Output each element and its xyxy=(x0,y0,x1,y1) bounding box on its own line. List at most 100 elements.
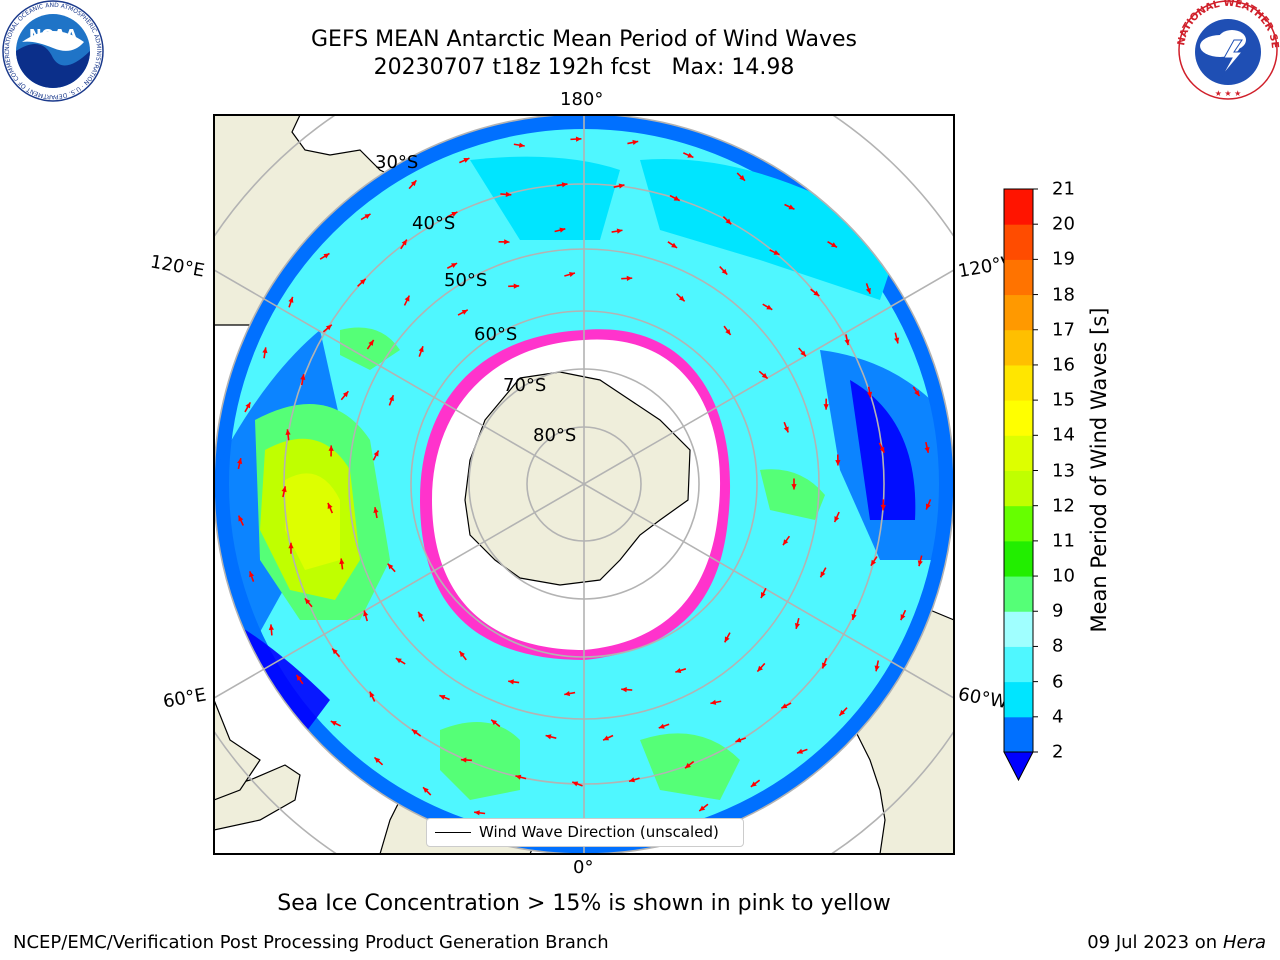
wave-arrow-head xyxy=(823,404,829,410)
wave-arrow-head xyxy=(423,787,429,793)
colorbar-bin xyxy=(1004,294,1033,331)
wave-arrow-head xyxy=(237,458,243,465)
wind-wave-vectors xyxy=(237,136,932,832)
wave-arrow-head xyxy=(374,757,381,763)
wave-arrow-head xyxy=(505,191,512,197)
map-subtitle: 20230707 t18z 192h fcst Max: 14.98 xyxy=(373,55,795,80)
wave-arrow-head xyxy=(794,622,800,629)
colorbar-tick-label: 9 xyxy=(1052,600,1064,622)
noaa-logo-text: NOAA xyxy=(29,26,78,44)
colorbar-tick-label: 18 xyxy=(1052,284,1075,306)
wave-arrow-head xyxy=(835,460,841,466)
wave-arrow-head xyxy=(262,347,268,354)
wave-arrow-head xyxy=(373,507,379,513)
wave-arrow-head xyxy=(603,735,610,741)
wave-arrow-head xyxy=(673,195,680,201)
colorbar-bin xyxy=(1004,435,1033,471)
wave-arrow-head xyxy=(508,679,514,685)
colorbar-tick-label: 20 xyxy=(1052,213,1075,235)
colorbar-bin xyxy=(1004,470,1033,507)
colorbar-under-arrow xyxy=(1003,751,1034,782)
colorbar-bin xyxy=(1004,259,1033,296)
wave-arrow-head xyxy=(451,211,458,217)
colorbar-bin xyxy=(1004,576,1033,612)
wave-arrow-head xyxy=(800,350,806,357)
noaa-logo: NATIONAL OCEANIC AND ATMOSPHERIC ADMINIS… xyxy=(2,0,104,102)
colorbar-tick-label: 10 xyxy=(1052,565,1075,587)
map-frame xyxy=(213,114,955,855)
colorbar-tick-label: 12 xyxy=(1052,495,1075,517)
wave-arrow-head xyxy=(632,139,639,146)
wave-arrow-head xyxy=(268,624,274,631)
wave-arrow-head xyxy=(865,287,871,294)
wave-arrow-head xyxy=(387,563,394,570)
svg-text:★ ★ ★: ★ ★ ★ xyxy=(1215,89,1242,98)
legend-label: Wind Wave Direction (unscaled) xyxy=(479,823,719,841)
wave-arrow-head xyxy=(518,142,525,148)
wave-arrow-head xyxy=(757,665,763,672)
footer-date: 09 Jul 2023 on xyxy=(1087,932,1218,953)
wave-arrow-head xyxy=(368,339,374,346)
wave-arrow-head xyxy=(687,152,694,158)
wave-arrow-head xyxy=(813,290,820,296)
map-title: GEFS MEAN Antarctic Mean Period of Wind … xyxy=(311,27,857,52)
wave-arrow-head xyxy=(822,662,827,669)
wave-arrow-head xyxy=(844,339,850,346)
colorbar-tick-label: 16 xyxy=(1052,354,1075,376)
wave-arrow-head xyxy=(678,295,685,302)
wave-arrow-head xyxy=(328,445,334,451)
colorbar-tick-label: 11 xyxy=(1052,530,1075,552)
wave-arrow-head xyxy=(339,558,345,565)
wave-arrow-head xyxy=(761,592,766,599)
wave-arrow-head xyxy=(820,571,826,578)
wave-arrow-head xyxy=(626,275,633,281)
wave-arrow-head xyxy=(629,777,635,783)
wave-arrow-head xyxy=(781,703,788,709)
wave-arrow-head xyxy=(671,242,678,248)
colorbar-tick-label: 19 xyxy=(1052,248,1075,270)
wave-arrow-head xyxy=(288,542,294,549)
wave-arrow-head xyxy=(739,175,745,181)
wave-arrow-head xyxy=(867,391,873,398)
footer-left: NCEP/EMC/Verification Post Processing Pr… xyxy=(13,932,609,953)
colorbar-bin xyxy=(1004,329,1033,366)
colorbar-bin xyxy=(1004,189,1033,225)
wave-arrow-head xyxy=(721,268,728,275)
wave-arrow-head xyxy=(791,484,797,490)
wave-arrow-head xyxy=(515,774,522,780)
map-legend: Wind Wave Direction (unscaled) xyxy=(426,818,744,847)
lat-label-40s: 40°S xyxy=(412,213,456,234)
wave-arrow-head xyxy=(388,395,394,402)
wave-arrow-head xyxy=(797,748,803,754)
wave-arrow-head xyxy=(411,729,418,735)
wave-arrow-head xyxy=(874,665,880,672)
wave-arrow-head xyxy=(463,157,470,163)
wave-arrow-head xyxy=(572,781,579,787)
wave-arrow-head xyxy=(788,204,795,210)
wave-arrow-head xyxy=(332,648,338,655)
wave-arrow-head xyxy=(831,242,838,248)
wave-arrow-head xyxy=(418,611,424,618)
wave-arrow-head xyxy=(474,810,480,816)
wave-arrow-head xyxy=(621,686,627,693)
graticule xyxy=(214,115,954,854)
colorbar-tick-label: 14 xyxy=(1052,424,1075,446)
wave-arrow-head xyxy=(658,723,665,729)
wave-arrow-head xyxy=(395,658,402,664)
wave-arrow-head xyxy=(459,651,465,658)
lon-label-180: 180° xyxy=(560,89,604,110)
wave-arrow-head xyxy=(870,559,877,566)
wave-arrow-head xyxy=(300,374,306,381)
wave-arrow-head xyxy=(699,805,706,811)
wave-arrow-head xyxy=(561,182,568,188)
wave-arrow-head xyxy=(325,324,332,331)
colorbar-tick-label: 8 xyxy=(1052,635,1064,657)
wave-arrow-head xyxy=(513,283,520,289)
wave-arrow-head xyxy=(461,309,468,315)
wave-arrow-head xyxy=(564,690,571,697)
colorbar-tick-label: 2 xyxy=(1052,741,1064,763)
lat-label-80s: 80°S xyxy=(533,425,577,446)
lat-label-60s: 60°S xyxy=(474,324,518,345)
wave-arrow-head xyxy=(245,402,251,409)
